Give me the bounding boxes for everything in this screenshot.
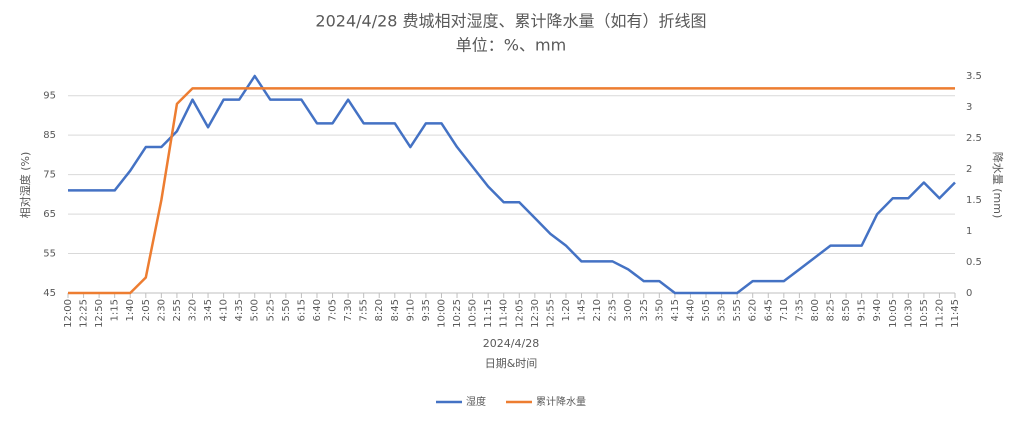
x-tick-label: 3:45 [203, 299, 214, 321]
y2-tick-label: 0 [966, 288, 972, 299]
x-tick-label: 5:55 [732, 299, 743, 321]
y2-tick-label: 1.5 [966, 195, 982, 206]
x-tick-label: 12:30 [530, 299, 541, 328]
y-tick-label: 75 [43, 170, 56, 181]
x-tick-label: 5:50 [281, 299, 292, 321]
legend-label: 湿度 [466, 395, 486, 408]
x-tick-label: 10:05 [888, 299, 899, 328]
x-tick-label: 10:50 [468, 299, 479, 328]
x-tick-label: 3:20 [187, 299, 198, 321]
x-tick-label: 2:10 [592, 299, 603, 321]
x-tick-label: 10:30 [903, 299, 914, 328]
x-tick-label: 2:30 [156, 299, 167, 321]
x-tick-label: 7:30 [343, 299, 354, 321]
x-tick-label: 3:50 [654, 299, 665, 321]
x-tick-label: 5:00 [250, 299, 261, 321]
x-tick-label: 12:05 [514, 299, 525, 328]
x-tick-label: 11:40 [499, 299, 510, 328]
x-tick-label: 1:15 [110, 299, 121, 321]
x-tick-label: 1:20 [561, 299, 572, 321]
y-tick-label: 55 [43, 249, 56, 260]
x-tick-label: 5:05 [701, 299, 712, 321]
x-tick-label: 6:20 [748, 299, 759, 321]
x-tick-label: 5:30 [717, 299, 728, 321]
chart-subtitle: 单位：%、mm [456, 36, 566, 55]
x-tick-label: 6:15 [296, 299, 307, 321]
x-tick-label: 9:40 [872, 299, 883, 321]
y2-tick-label: 0.5 [966, 257, 982, 268]
x-tick-label: 1:40 [125, 299, 136, 321]
x-tick-label: 10:00 [436, 299, 447, 328]
x-tick-label: 2:05 [141, 299, 152, 321]
y2-tick-label: 3.5 [966, 71, 982, 82]
x-tick-label: 5:25 [265, 299, 276, 321]
x-tick-label: 12:50 [94, 299, 105, 328]
x-tick-label: 7:05 [328, 299, 339, 321]
x-tick-label: 9:15 [857, 299, 868, 321]
x-tick-label: 11:20 [934, 299, 945, 328]
x-tick-label: 7:10 [779, 299, 790, 321]
x-tick-label: 8:00 [810, 299, 821, 321]
series-line [68, 74, 956, 295]
x-axis-subtitle: 2024/4/28 [483, 337, 539, 350]
x-tick-label: 7:35 [794, 299, 805, 321]
y2-axis-title: 降水量 (mm) [991, 152, 1005, 219]
x-tick-label: 2:35 [608, 299, 619, 321]
x-tick-label: 11:15 [483, 299, 494, 328]
chart-title: 2024/4/28 费城相对湿度、累计降水量（如有）折线图 [315, 12, 706, 31]
x-tick-label: 12:25 [79, 299, 90, 328]
x-axis-title: 日期&时间 [485, 357, 538, 370]
y2-tick-label: 2.5 [966, 133, 982, 144]
x-tick-label: 3:00 [623, 299, 634, 321]
x-tick-label: 4:10 [219, 299, 230, 321]
x-tick-label: 12:00 [63, 299, 74, 328]
legend-label: 累计降水量 [536, 395, 586, 408]
y2-tick-label: 1 [966, 226, 972, 237]
x-tick-label: 10:55 [919, 299, 930, 328]
x-tick-label: 1:45 [577, 299, 588, 321]
x-tick-label: 3:25 [639, 299, 650, 321]
x-tick-label: 2:55 [172, 299, 183, 321]
x-tick-label: 9:10 [405, 299, 416, 321]
x-tick-label: 8:20 [374, 299, 385, 321]
x-tick-label: 6:45 [763, 299, 774, 321]
x-tick-label: 6:40 [312, 299, 323, 321]
y-tick-label: 45 [43, 288, 56, 299]
x-tick-label: 10:25 [452, 299, 463, 328]
y-tick-label: 65 [43, 209, 56, 220]
x-tick-label: 4:40 [685, 299, 696, 321]
x-tick-label: 12:55 [545, 299, 556, 328]
x-tick-label: 8:25 [826, 299, 837, 321]
x-tick-label: 8:50 [841, 299, 852, 321]
x-tick-label: 8:45 [390, 299, 401, 321]
x-tick-label: 4:35 [234, 299, 245, 321]
y-tick-label: 85 [43, 130, 56, 141]
series-line [68, 87, 955, 295]
y-tick-label: 95 [43, 91, 56, 102]
x-tick-label: 9:35 [421, 299, 432, 321]
x-tick-label: 4:15 [670, 299, 681, 321]
y-axis-title: 相对湿度 (%) [18, 152, 32, 219]
y2-tick-label: 3 [966, 102, 972, 113]
y2-tick-label: 2 [966, 164, 972, 175]
x-tick-label: 7:55 [359, 299, 370, 321]
x-tick-label: 11:45 [950, 299, 961, 328]
